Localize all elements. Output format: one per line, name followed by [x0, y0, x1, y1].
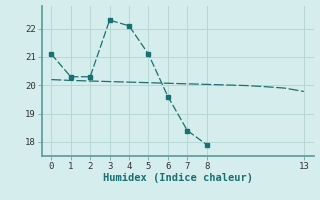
X-axis label: Humidex (Indice chaleur): Humidex (Indice chaleur): [103, 173, 252, 183]
